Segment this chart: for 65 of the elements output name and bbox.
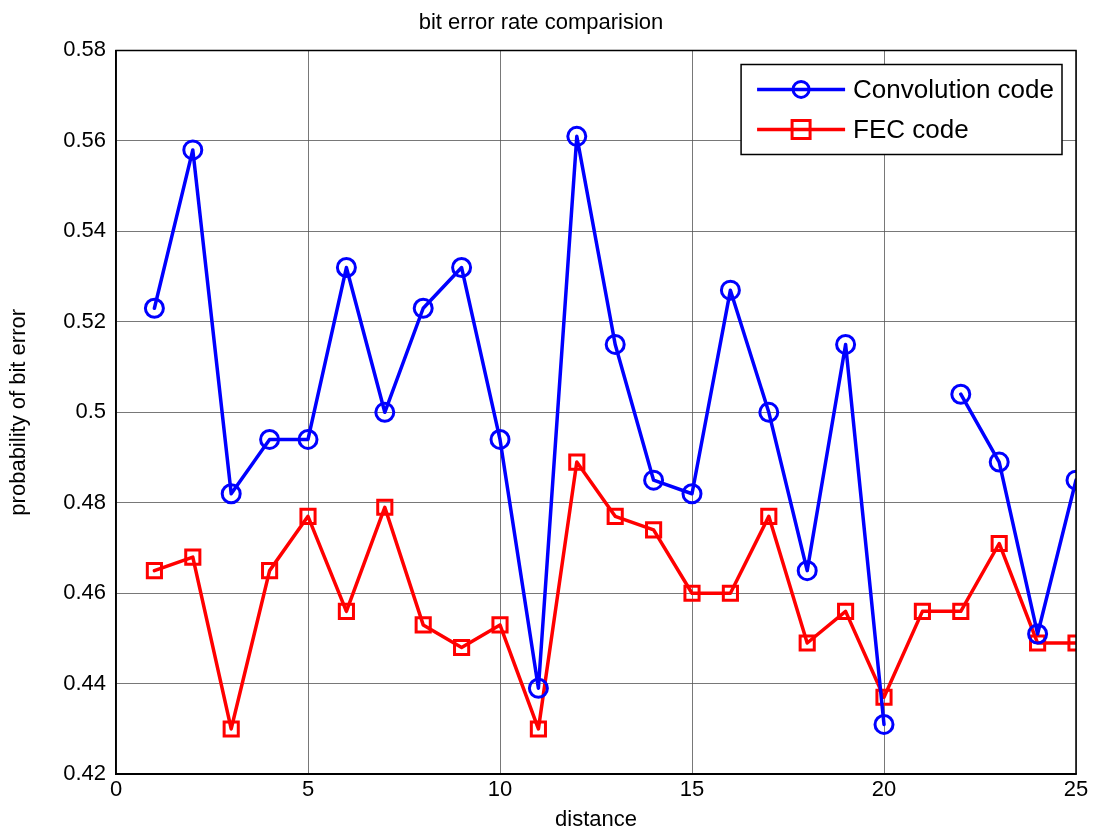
point bbox=[760, 507, 778, 525]
y-tick-label: 0.54 bbox=[63, 217, 106, 243]
point bbox=[721, 584, 739, 602]
point bbox=[645, 521, 663, 539]
point bbox=[145, 562, 163, 580]
x-tick-label: 0 bbox=[109, 776, 123, 802]
x-tick-label: 25 bbox=[1063, 776, 1089, 802]
point bbox=[798, 634, 816, 652]
point bbox=[719, 279, 741, 301]
point bbox=[491, 616, 509, 634]
point bbox=[606, 507, 624, 525]
y-tick-label: 0.5 bbox=[75, 398, 106, 424]
point bbox=[988, 451, 1010, 473]
x-tick-label: 20 bbox=[871, 776, 897, 802]
point bbox=[835, 333, 857, 355]
point bbox=[451, 257, 473, 279]
x-tick-label: 5 bbox=[301, 776, 315, 802]
y-tick-label: 0.46 bbox=[63, 579, 106, 605]
point bbox=[222, 720, 240, 738]
legend-label: Convolution code bbox=[853, 73, 1055, 104]
point bbox=[299, 507, 317, 525]
point bbox=[758, 401, 780, 423]
point bbox=[837, 602, 855, 620]
point bbox=[952, 602, 970, 620]
point bbox=[220, 483, 242, 505]
point bbox=[681, 483, 703, 505]
point bbox=[261, 562, 279, 580]
point bbox=[566, 125, 588, 147]
point bbox=[1027, 623, 1049, 645]
point bbox=[259, 428, 281, 450]
point bbox=[376, 498, 394, 516]
y-tick-label: 0.52 bbox=[63, 307, 106, 333]
x-tick-label: 10 bbox=[487, 776, 513, 802]
legend-label: FEC code bbox=[853, 113, 969, 144]
point bbox=[489, 428, 511, 450]
point bbox=[184, 548, 202, 566]
point bbox=[529, 720, 547, 738]
x-tick-label: 15 bbox=[679, 776, 705, 802]
point bbox=[990, 534, 1008, 553]
point bbox=[337, 602, 355, 620]
point bbox=[412, 297, 434, 319]
point bbox=[913, 602, 931, 620]
point bbox=[374, 401, 396, 423]
point bbox=[143, 297, 165, 319]
point bbox=[414, 616, 432, 634]
point bbox=[182, 139, 204, 161]
point bbox=[796, 560, 818, 582]
x-axis-title: distance bbox=[555, 805, 637, 831]
point bbox=[335, 257, 357, 279]
y-axis-title: probability of bit error bbox=[5, 308, 31, 516]
point bbox=[568, 453, 586, 471]
chart-title: bit error rate comparision bbox=[418, 9, 664, 35]
y-tick-label: 0.56 bbox=[63, 126, 106, 152]
y-tick-label: 0.42 bbox=[63, 760, 106, 786]
point bbox=[683, 584, 701, 602]
point bbox=[950, 383, 972, 405]
point bbox=[453, 638, 471, 657]
point bbox=[527, 677, 549, 699]
y-tick-label: 0.44 bbox=[63, 669, 106, 695]
y-tick-label: 0.48 bbox=[63, 488, 106, 514]
point bbox=[604, 333, 626, 355]
point bbox=[643, 469, 665, 491]
point bbox=[297, 428, 319, 450]
y-tick-label: 0.58 bbox=[63, 36, 106, 62]
point bbox=[873, 713, 895, 735]
